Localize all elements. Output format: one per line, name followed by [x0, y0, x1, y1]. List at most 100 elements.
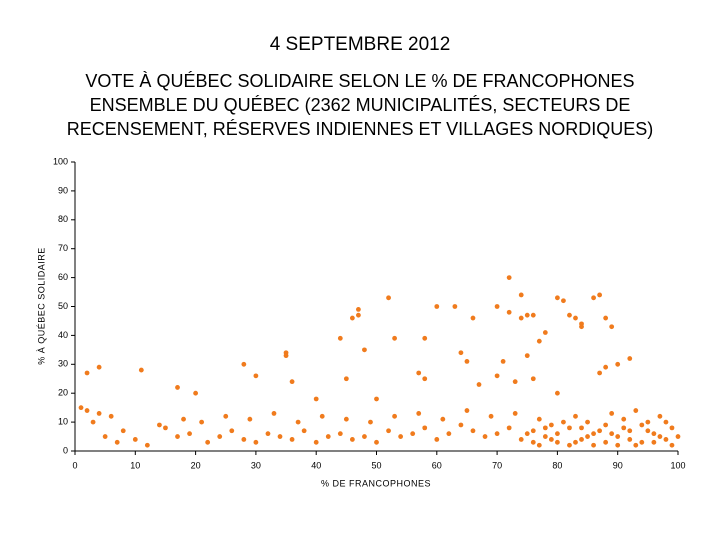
data-point: [615, 434, 621, 439]
y-tick-label: 70: [58, 243, 68, 253]
data-point: [283, 353, 289, 359]
data-point: [657, 434, 663, 439]
y-tick-label: 80: [58, 214, 68, 224]
data-point: [518, 292, 524, 298]
data-point: [591, 442, 596, 448]
data-point: [349, 437, 355, 442]
x-tick-label: 20: [191, 460, 201, 470]
data-point: [337, 431, 343, 437]
data-point: [585, 419, 590, 425]
data-point: [464, 359, 470, 364]
y-tick-label: 90: [58, 185, 68, 195]
data-point: [144, 442, 150, 448]
x-tick-label: 30: [251, 460, 261, 470]
data-point: [108, 413, 114, 419]
data-point: [247, 416, 253, 422]
data-point: [114, 439, 120, 445]
data-point: [138, 367, 144, 373]
data-point: [356, 306, 361, 312]
data-point: [337, 335, 343, 341]
data-point: [398, 434, 404, 439]
data-point: [289, 379, 295, 385]
data-point: [555, 431, 560, 437]
data-point: [512, 379, 518, 385]
data-point: [476, 382, 482, 387]
y-tick-label: 60: [58, 272, 68, 282]
data-point: [627, 437, 633, 442]
data-point: [374, 396, 379, 402]
data-point: [422, 335, 428, 341]
data-point: [386, 428, 391, 434]
data-point: [187, 431, 192, 437]
data-point: [542, 330, 548, 335]
data-point: [392, 335, 397, 341]
data-point: [422, 376, 428, 382]
data-point: [289, 437, 295, 442]
data-point: [301, 428, 307, 434]
data-point: [434, 304, 440, 309]
data-point: [597, 292, 603, 298]
data-point: [482, 434, 488, 439]
data-point: [669, 425, 675, 431]
data-point: [458, 422, 464, 428]
data-point: [500, 359, 506, 364]
data-point: [567, 442, 572, 448]
data-point: [78, 405, 84, 411]
x-tick-label: 60: [432, 460, 442, 470]
data-point: [362, 434, 367, 439]
x-tick-label: 40: [311, 460, 321, 470]
data-point: [434, 437, 440, 442]
x-tick-label: 90: [613, 460, 623, 470]
data-point: [265, 431, 271, 437]
data-point: [530, 428, 536, 434]
data-point: [627, 428, 633, 434]
x-tick-label: 100: [670, 460, 685, 470]
data-point: [663, 437, 669, 442]
x-tick-label: 70: [492, 460, 502, 470]
data-point: [229, 428, 235, 434]
data-point: [241, 437, 247, 442]
data-point: [277, 434, 283, 439]
data-point: [579, 437, 584, 442]
data-point: [205, 439, 211, 445]
data-point: [199, 419, 205, 425]
data-point: [542, 425, 548, 431]
data-point: [193, 390, 199, 396]
data-point: [579, 425, 584, 431]
y-tick-label: 0: [63, 445, 68, 455]
data-point: [313, 396, 319, 402]
data-point: [253, 373, 259, 379]
y-tick-label: 100: [53, 156, 68, 166]
data-point: [102, 434, 108, 439]
data-point: [96, 364, 102, 370]
data-point: [512, 411, 518, 416]
y-tick-label: 40: [58, 330, 68, 340]
data-point: [313, 439, 319, 445]
data-point: [615, 361, 621, 367]
data-point: [446, 431, 452, 437]
x-axis-label: % DE FRANCOPHONES: [321, 478, 431, 488]
data-point: [362, 347, 367, 353]
data-point: [410, 431, 416, 437]
data-point: [271, 411, 277, 416]
data-point: [175, 434, 180, 439]
data-point: [386, 295, 391, 301]
data-point: [223, 413, 229, 419]
data-point: [217, 434, 223, 439]
data-point: [615, 442, 621, 448]
data-point: [422, 425, 428, 431]
data-point: [157, 422, 162, 428]
data-point: [494, 431, 500, 437]
data-point: [633, 408, 639, 413]
data-point: [470, 428, 476, 434]
x-tick-label: 80: [552, 460, 562, 470]
y-tick-label: 30: [58, 359, 68, 369]
data-point: [651, 431, 657, 437]
data-point: [651, 439, 657, 445]
data-point: [573, 413, 578, 419]
data-point: [530, 439, 536, 445]
data-point: [609, 411, 615, 416]
data-point: [295, 419, 301, 425]
data-point: [494, 373, 500, 379]
data-point: [573, 315, 578, 321]
